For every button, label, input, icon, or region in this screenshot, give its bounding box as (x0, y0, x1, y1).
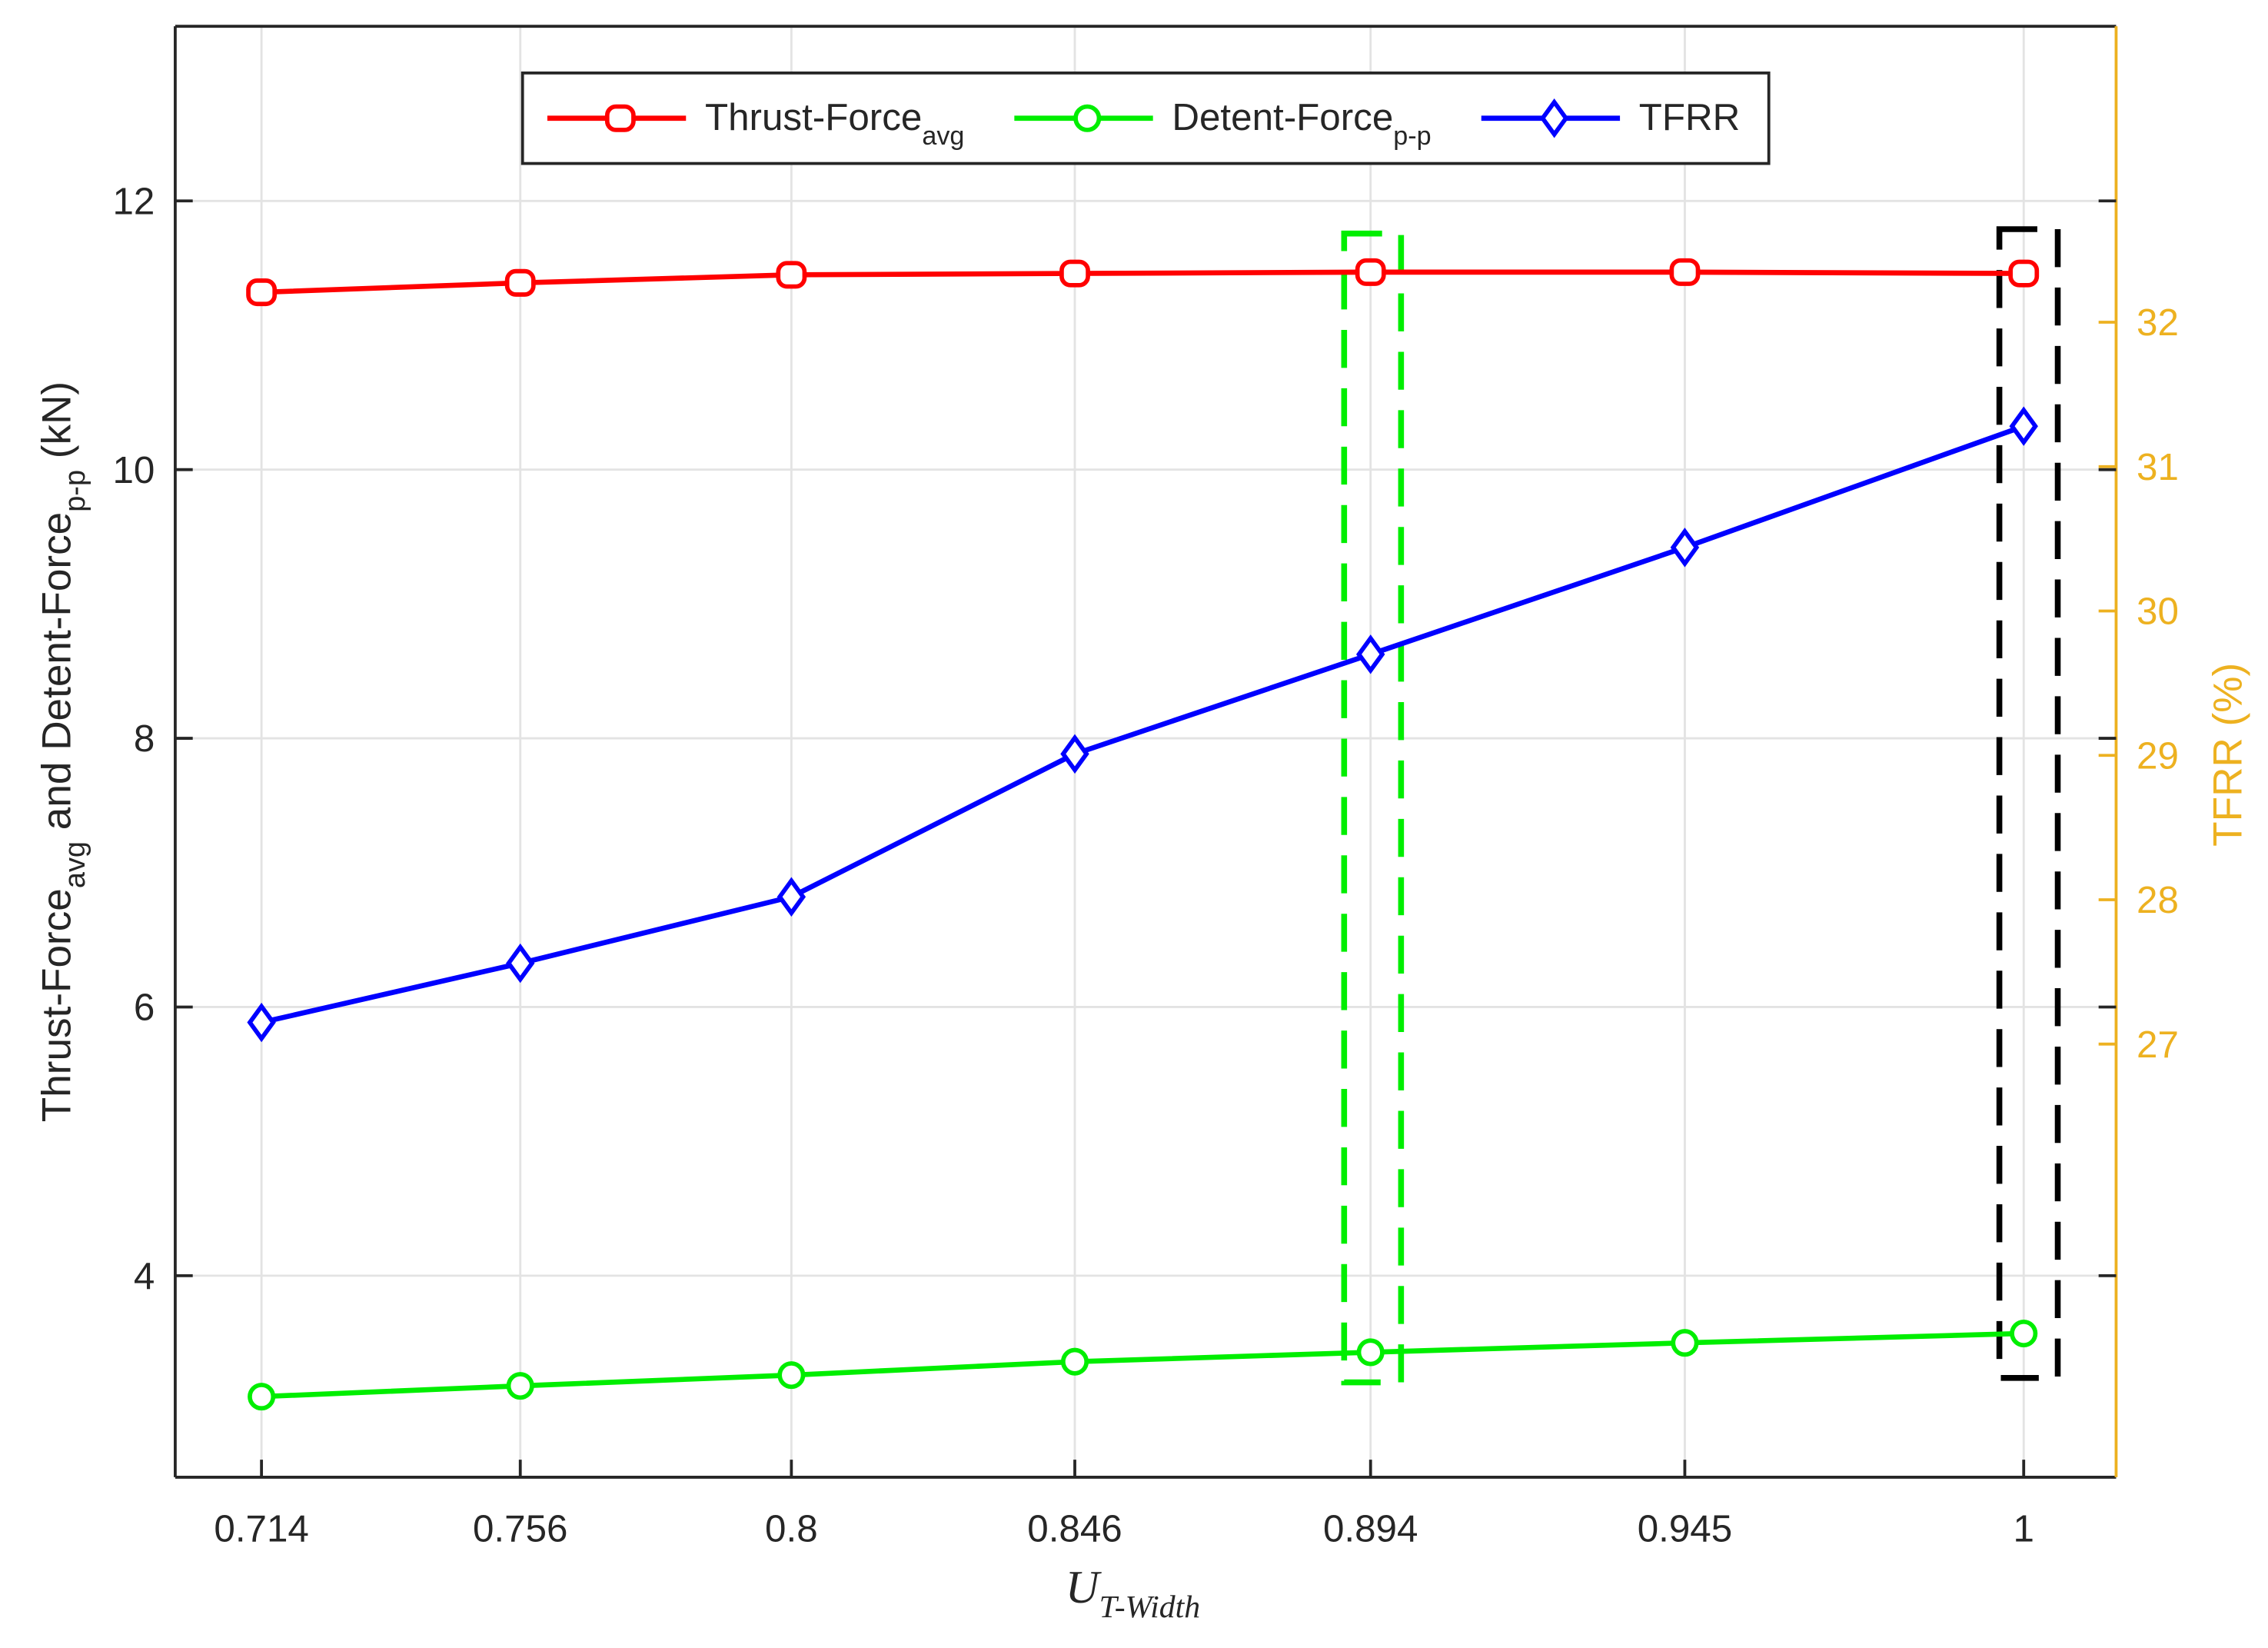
marker (777, 1361, 806, 1390)
legend-name-sub: avg (922, 122, 964, 151)
marker (1670, 528, 1700, 568)
x-tick-label: 0.714 (214, 1507, 308, 1550)
legend: Thrust-Forceavg Detent-Forcep-p TFRR (520, 72, 1771, 165)
x-label-main: U (1066, 1562, 1102, 1613)
marker (604, 104, 636, 132)
marker (2009, 406, 2038, 446)
y2-tick-label: 32 (2137, 301, 2179, 344)
y2-tick-label: 28 (2137, 879, 2179, 921)
x-axis-label: UT-Width (1066, 1562, 1200, 1625)
y-axis-label: Thrust-Forceavg and Detent-Forcep-p (kN) (34, 381, 91, 1122)
legend-name: Thrust-Force (705, 96, 922, 138)
y-tick-label: 12 (112, 180, 155, 222)
y-label-sub: avg (59, 841, 91, 888)
marker (777, 877, 806, 917)
y-tick-label: 6 (134, 987, 155, 1029)
marker (1059, 259, 1090, 288)
marker (504, 268, 536, 297)
y-label-part: Thrust-Force (34, 888, 79, 1122)
y2-tick-label: 30 (2137, 591, 2179, 633)
axis-labels: 0.714 0.756 0.8 0.846 0.894 0.945 1 4 6 8 10 12 27 28… (34, 180, 2250, 1625)
marker (1356, 634, 1385, 674)
legend-name: TFRR (1639, 96, 1741, 138)
y-label-part: and Detent-Force (34, 512, 79, 841)
marker (247, 1002, 276, 1043)
x-tick-label: 1 (2014, 1507, 2034, 1550)
x-tick-label: 0.945 (1638, 1507, 1732, 1550)
marker (506, 943, 535, 984)
y-label-sub: p-p (59, 470, 91, 512)
y-tick-label: 8 (134, 717, 155, 760)
x-label-sub: T-Width (1099, 1590, 1200, 1625)
plot-area (246, 258, 2040, 1411)
legend-label: Thrust-Forceavg (705, 96, 964, 151)
y2-tick-label: 29 (2137, 734, 2179, 777)
highlight-box (1996, 226, 2061, 1381)
marker (1060, 734, 1089, 774)
marker (1671, 1329, 1699, 1357)
marker (2008, 259, 2040, 288)
marker (1539, 98, 1569, 138)
legend-label: TFRR (1639, 96, 1741, 138)
highlight-box (1341, 230, 1405, 1386)
marker (2010, 1319, 2038, 1348)
y-tick-label: 10 (112, 449, 155, 491)
x-tick-label: 0.756 (473, 1507, 567, 1550)
x-tick-label: 0.8 (765, 1507, 818, 1550)
marker (1060, 1347, 1089, 1376)
marker (1355, 258, 1386, 286)
marker (1073, 104, 1102, 132)
x-tick-label: 0.894 (1323, 1507, 1418, 1550)
y-label-part: (kN) (34, 381, 79, 470)
y2-tick-label: 27 (2137, 1024, 2179, 1066)
legend-name-sub: p-p (1393, 122, 1431, 151)
marker (776, 261, 807, 289)
marker (248, 1383, 276, 1411)
marker (1356, 1338, 1385, 1367)
legend-name: Detent-Force (1172, 96, 1393, 138)
marker (246, 278, 278, 307)
legend-label: Detent-Forcep-p (1172, 96, 1431, 151)
y-tick-label: 4 (134, 1255, 155, 1297)
y2-axis-label: TFRR (%) (2206, 663, 2251, 847)
marker (506, 1372, 534, 1400)
y2-tick-label: 31 (2137, 446, 2179, 488)
marker (1669, 258, 1701, 286)
x-tick-label: 0.846 (1027, 1507, 1122, 1550)
